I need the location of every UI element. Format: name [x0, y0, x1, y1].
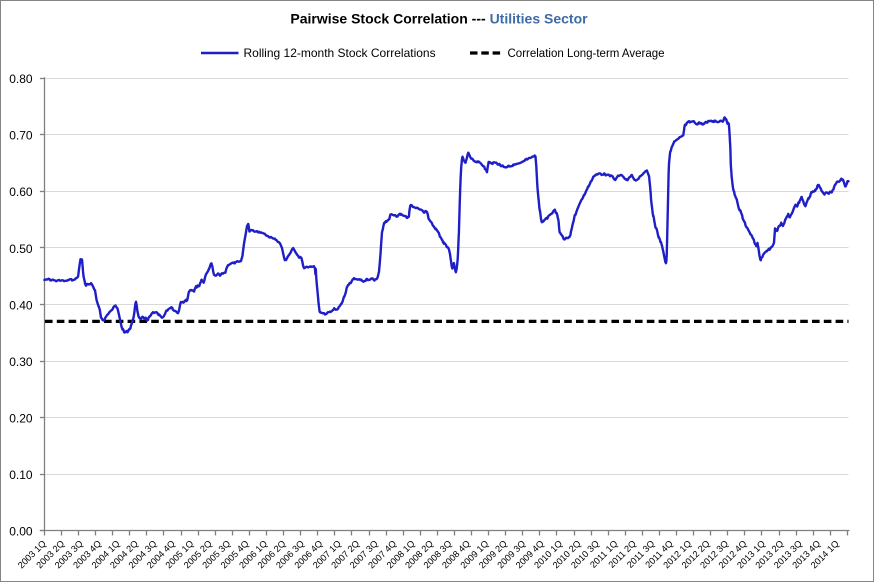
svg-text:0.80: 0.80 [9, 72, 33, 86]
svg-text:0.50: 0.50 [9, 242, 33, 256]
svg-text:Pairwise Stock Correlation ---: Pairwise Stock Correlation --- Utilities… [290, 11, 588, 27]
svg-text:0.40: 0.40 [9, 298, 33, 312]
svg-text:Correlation Long-term Average: Correlation Long-term Average [508, 48, 665, 60]
svg-text:0.20: 0.20 [9, 411, 33, 425]
svg-text:0.70: 0.70 [9, 129, 33, 143]
svg-text:0.60: 0.60 [9, 185, 33, 199]
svg-text:Rolling 12-month Stock Correla: Rolling 12-month Stock Correlations [244, 46, 436, 60]
svg-text:0.10: 0.10 [9, 468, 33, 482]
svg-text:0.00: 0.00 [9, 525, 33, 539]
svg-text:0.30: 0.30 [9, 355, 33, 369]
